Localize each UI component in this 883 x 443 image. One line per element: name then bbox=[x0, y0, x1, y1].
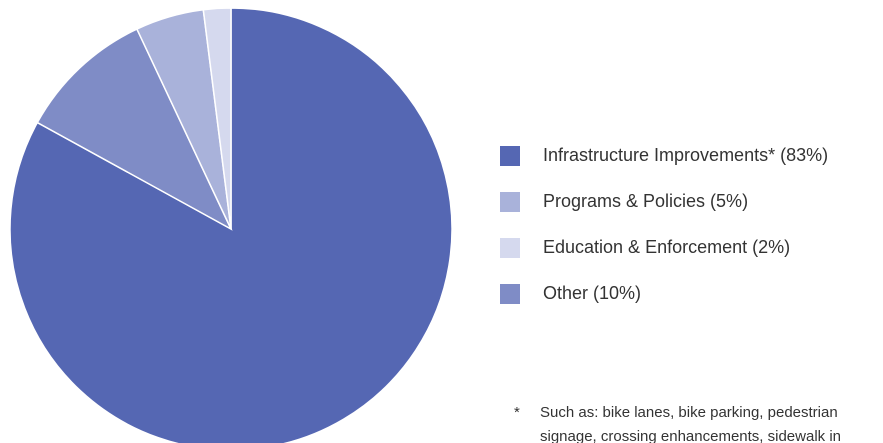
legend-label: Infrastructure Improvements* (83%) bbox=[543, 145, 828, 165]
legend-label: Education & Enforcement (2%) bbox=[543, 237, 790, 257]
legend-swatch bbox=[500, 284, 520, 304]
legend-swatch bbox=[500, 192, 520, 212]
pie-slice bbox=[202, 7, 232, 230]
pie-slice bbox=[9, 7, 453, 443]
legend-label: Other (10%) bbox=[543, 283, 641, 303]
footnote-line: Such as: bike lanes, bike parking, pedes… bbox=[540, 404, 838, 421]
footnote-line: signage, crossing enhancements, sidewalk… bbox=[540, 428, 841, 443]
legend-swatch bbox=[500, 146, 520, 166]
pie-slice bbox=[36, 28, 233, 231]
legend-label: Programs & Policies (5%) bbox=[543, 191, 748, 211]
footnote-marker: * bbox=[514, 404, 520, 421]
legend-swatch bbox=[500, 238, 520, 258]
